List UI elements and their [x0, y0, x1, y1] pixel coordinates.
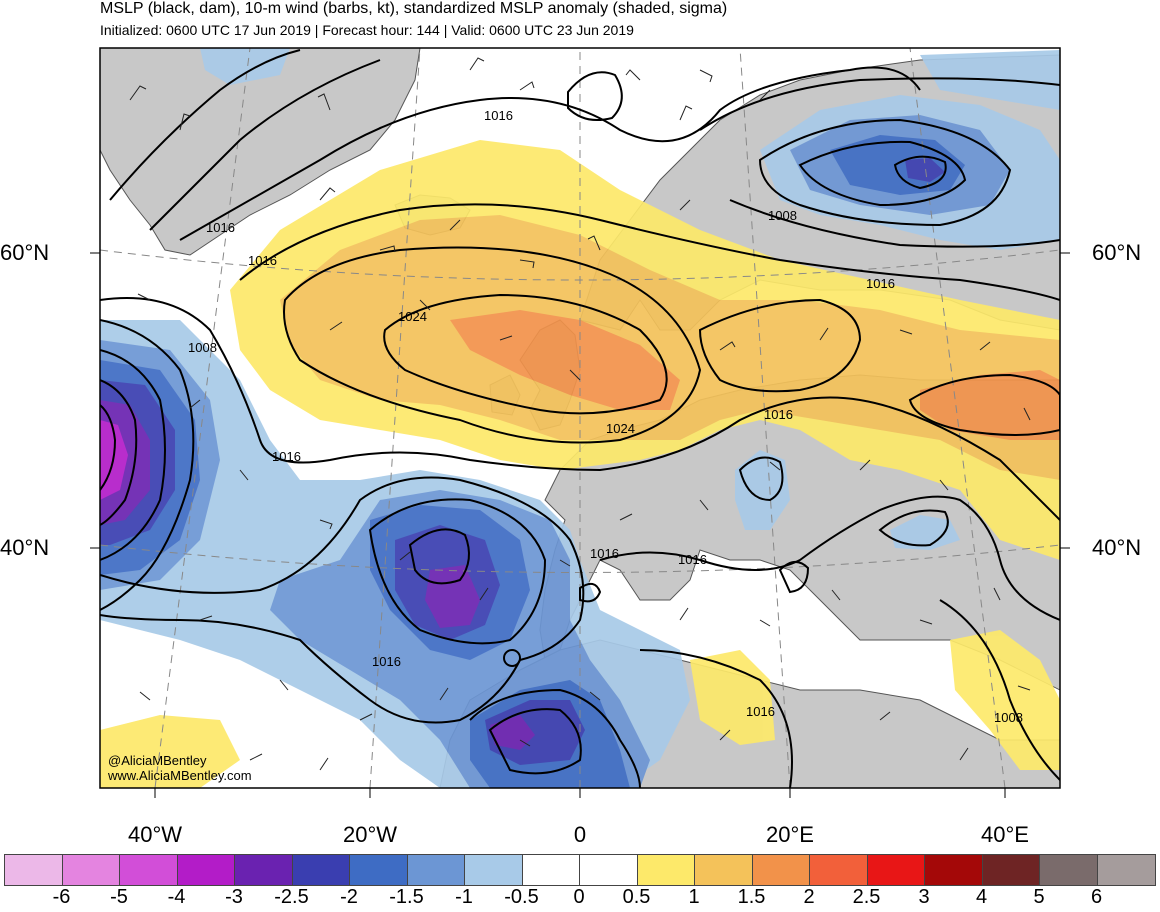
colorbar-label: -2: [340, 886, 358, 908]
colorbar-swatch: [407, 855, 465, 885]
colorbar-swatch: [810, 855, 868, 885]
colorbar-swatch: [695, 855, 753, 885]
colorbar-swatch: [1097, 855, 1155, 885]
colorbar-swatch: [925, 855, 983, 885]
colorbar-label: 3: [918, 886, 930, 908]
map-title: MSLP (black, dam), 10-m wind (barbs, kt)…: [100, 0, 728, 17]
isobar-label: 1008: [994, 710, 1023, 725]
isobar-label: 1008: [188, 340, 217, 355]
isobar-label: 1024: [398, 309, 427, 324]
graticule: [100, 48, 1060, 788]
colorbar-label: 1.5: [737, 886, 766, 908]
colorbar-label: -6: [52, 886, 71, 908]
colorbar-swatch: [752, 855, 810, 885]
colorbar-swatch: [982, 855, 1040, 885]
colorbar-swatch: [1040, 855, 1098, 885]
isobar-labels: 1016 1016 1016 1008 1024 1016 1024 1016 …: [188, 108, 1023, 725]
lon-label-40e: 40°E: [981, 822, 1029, 847]
isobar-label: 1016: [206, 220, 235, 235]
colorbar-swatch: [350, 855, 408, 885]
credit-website: www.AliciaMBentley.com: [108, 768, 252, 783]
isobar-label: 1016: [484, 108, 513, 123]
colorbar-label: -5: [110, 886, 128, 908]
wind-barbs: [129, 57, 1031, 771]
colorbar-label: 0: [573, 886, 585, 908]
isobar-label: 1016: [272, 449, 301, 464]
isobar-label: 1016: [372, 654, 401, 669]
isobar-label: 1008: [768, 208, 797, 223]
lat-label-40n-right: 40°N: [1092, 535, 1142, 560]
colorbar-swatch: [120, 855, 178, 885]
colorbar-swatch: [235, 855, 293, 885]
colorbar-label: 5: [1033, 886, 1045, 908]
isobar-label: 1024: [606, 421, 635, 436]
colorbar-label: -0.5: [504, 886, 539, 908]
isobar-label: 1016: [764, 407, 793, 422]
colorbar-swatch: [465, 855, 523, 885]
colorbar-label: -1: [455, 886, 473, 908]
colorbar-label: -4: [167, 886, 186, 908]
lon-label-40w: 40°W: [127, 822, 183, 847]
colorbar: [4, 854, 1156, 886]
lon-label-20e: 20°E: [766, 822, 814, 847]
isobar-label: 1016: [248, 253, 277, 268]
colorbar-label: 4: [975, 886, 988, 908]
colorbar-swatch: [867, 855, 925, 885]
colorbar-swatch: [637, 855, 695, 885]
isobar-label: 1016: [678, 552, 707, 567]
colorbar-swatch: [62, 855, 120, 885]
colorbar-label: 6: [1090, 886, 1103, 908]
isobar-label: 1016: [746, 704, 775, 719]
credit-handle: @AliciaMBentley: [108, 753, 207, 768]
lat-label-40n-left: 40°N: [0, 535, 50, 560]
colorbar-swatch: [5, 855, 63, 885]
colorbar-swatch: [580, 855, 638, 885]
colorbar-label: 2: [803, 886, 815, 908]
colorbar-label: -2.5: [274, 886, 309, 908]
colorbar-swatch: [177, 855, 235, 885]
colorbar-label: 2.5: [852, 886, 881, 908]
lon-label-20w: 20°W: [342, 822, 398, 847]
colorbar-label: -1.5: [389, 886, 424, 908]
isobar-label: 1016: [590, 546, 619, 561]
colorbar-label: 1: [688, 886, 700, 908]
colorbar-label: -3: [225, 886, 243, 908]
map-subtitle: Initialized: 0600 UTC 17 Jun 2019 | Fore…: [100, 22, 634, 38]
colorbar-swatch: [292, 855, 350, 885]
isobars: [100, 49, 1060, 788]
lat-label-60n-right: 60°N: [1092, 240, 1142, 265]
lat-label-60n-left: 60°N: [0, 240, 50, 265]
lon-label-0: 0: [573, 822, 587, 847]
colorbar-swatch: [522, 855, 580, 885]
isobar-label: 1016: [866, 276, 895, 291]
colorbar-label: 0.5: [622, 886, 651, 908]
